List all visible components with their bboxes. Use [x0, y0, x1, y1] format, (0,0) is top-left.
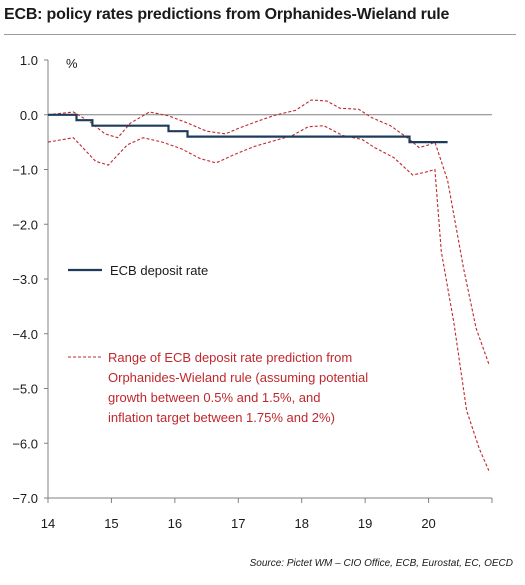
title-divider	[4, 34, 516, 35]
y-tick-label: −2.0	[12, 217, 38, 232]
x-tick-label: 15	[104, 516, 118, 531]
y-tick-label: −5.0	[12, 382, 38, 397]
source-note: Source: Pictet WM – CIO Office, ECB, Eur…	[249, 558, 513, 569]
range-lower-line	[47, 125, 490, 471]
legend-label-deposit: ECB deposit rate	[110, 263, 208, 278]
x-tick-label: 16	[168, 516, 182, 531]
x-tick-label: 17	[231, 516, 245, 531]
x-tick-label: 18	[294, 516, 308, 531]
legend-layer: ECB deposit rate Range of ECB deposit rat…	[68, 263, 368, 425]
axes-layer: 1.0 0.0 −1.0 −2.0 −3.0 −4.0 −5.0 −6.0 −7.0% 14 15 1…	[12, 53, 493, 531]
deposit-rate-line	[48, 113, 448, 144]
y-tick-label: 1.0	[20, 53, 38, 68]
y-tick-label: −7.0	[12, 491, 38, 506]
range-upper-line	[47, 99, 490, 365]
y-axis-unit: %	[66, 56, 78, 71]
y-tick-label: −6.0	[12, 436, 38, 451]
legend-label-range-line: inflation target between 1.75% and 2%)	[108, 410, 335, 425]
y-tick-label: 0.0	[20, 108, 38, 123]
legend-label-range-line: Orphanides-Wieland rule (assuming potent…	[108, 370, 368, 385]
x-tick-label: 19	[358, 516, 372, 531]
y-tick-label: −3.0	[12, 272, 38, 287]
legend-label-range-line: Range of ECB deposit rate prediction fro…	[108, 350, 352, 365]
chart-title: ECB: policy rates predictions from Orpha…	[4, 6, 450, 23]
y-tick-label: −4.0	[12, 327, 38, 342]
y-tick-label: −1.0	[12, 163, 38, 178]
x-tick-label: 20	[421, 516, 435, 531]
series-layer	[47, 99, 490, 471]
x-tick-label: 14	[41, 516, 55, 531]
legend-label-range-line: growth between 0.5% and 1.5%, and	[108, 390, 320, 405]
